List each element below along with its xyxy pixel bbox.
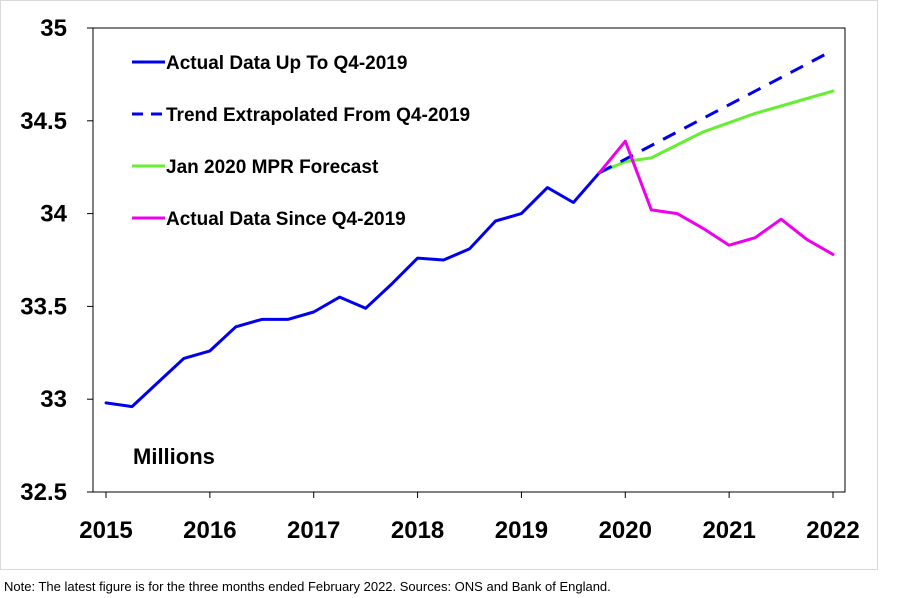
series-line-1 bbox=[598, 48, 834, 175]
x-tick-label: 2015 bbox=[79, 517, 132, 544]
x-tick-label: 2018 bbox=[391, 517, 444, 544]
y-tick-label: 33.5 bbox=[20, 293, 67, 320]
y-tick-label: 32.5 bbox=[20, 479, 67, 506]
series-line-0 bbox=[104, 171, 601, 409]
plot-area bbox=[92, 27, 846, 493]
series-layer bbox=[104, 48, 835, 409]
units-label: Millions bbox=[133, 444, 215, 469]
x-tick-label: 2020 bbox=[599, 517, 652, 544]
legend-label-1: Trend Extrapolated From Q4-2019 bbox=[166, 105, 470, 126]
legend-label-0: Actual Data Up To Q4-2019 bbox=[166, 53, 407, 74]
legend: Actual Data Up To Q4-2019 Trend Extrapola… bbox=[132, 53, 470, 230]
legend-label-2: Jan 2020 MPR Forecast bbox=[166, 157, 379, 178]
legend-label-3: Actual Data Since Q4-2019 bbox=[166, 209, 406, 230]
x-tick-label: 2021 bbox=[702, 517, 755, 544]
series-line-2 bbox=[597, 89, 835, 175]
chart-frame: 32.5 33 33.5 34 34.5 35 2015 2016 2017 2018 2019 2… bbox=[0, 0, 878, 570]
x-tick-label: 2022 bbox=[806, 517, 859, 544]
y-tick-label: 34 bbox=[40, 201, 67, 228]
y-axis-ticks: 32.5 33 33.5 34 34.5 35 bbox=[20, 15, 93, 506]
y-tick-label: 34.5 bbox=[20, 108, 67, 135]
x-axis-ticks: 2015 2016 2017 2018 2019 2020 2021 2022 bbox=[79, 492, 860, 544]
x-tick-label: 2016 bbox=[183, 517, 236, 544]
x-tick-label: 2019 bbox=[495, 517, 548, 544]
y-tick-label: 33 bbox=[40, 386, 67, 413]
series-line-3 bbox=[597, 139, 835, 256]
footnote: Note: The latest figure is for the three… bbox=[4, 579, 611, 594]
y-tick-label: 35 bbox=[40, 15, 67, 42]
x-tick-label: 2017 bbox=[287, 517, 340, 544]
